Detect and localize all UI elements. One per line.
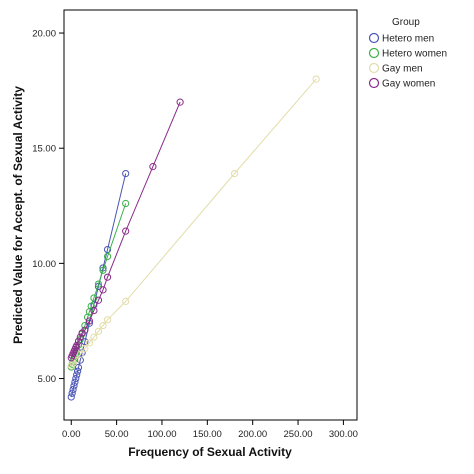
data-point: [74, 363, 83, 372]
data-point: [122, 169, 130, 178]
data-point: [85, 339, 93, 347]
data-point: [103, 273, 112, 281]
data-point: [81, 344, 89, 353]
series-line: [70, 101, 181, 358]
legend-label: Hetero men: [382, 34, 434, 45]
data-point: [103, 316, 112, 324]
data-point: [74, 337, 83, 345]
legend-label: Gay men: [382, 64, 423, 75]
data-point: [85, 317, 93, 325]
data-point: [81, 321, 89, 330]
x-tick-label: 150.00: [193, 429, 222, 440]
plot-area: [63, 9, 358, 421]
data-point: [103, 252, 112, 261]
legend-marker: [368, 77, 380, 89]
data-point: [90, 306, 98, 315]
data-point: [99, 321, 107, 330]
x-tick-label: 0.00: [62, 429, 81, 440]
data-point: [76, 350, 84, 358]
data-point: [90, 333, 98, 341]
data-point: [73, 371, 81, 379]
legend-marker: [368, 62, 380, 74]
series-line: [70, 78, 317, 367]
series-4: [67, 98, 184, 362]
data-point: [68, 389, 76, 397]
data-point: [99, 266, 107, 274]
data-point: [67, 362, 75, 370]
legend-title: Group: [392, 17, 420, 28]
y-axis: 5.00 10.00 15.00 20.00: [32, 29, 64, 385]
data-point: [72, 356, 80, 364]
data-point: [81, 326, 89, 334]
legend: Group Hetero men Hetero women Gay men Gay w…: [368, 17, 447, 90]
x-tick-label: 100.00: [147, 429, 176, 440]
data-point: [94, 327, 103, 335]
data-point: [230, 169, 239, 178]
data-point: [122, 199, 130, 208]
x-tick-label: 250.00: [284, 429, 313, 440]
series-layer: [67, 75, 320, 401]
data-point: [176, 98, 184, 106]
legend-label: Gay women: [382, 79, 435, 90]
y-axis-title: Predicted Value for Accept. of Sexual Ac…: [11, 86, 25, 344]
data-point: [94, 296, 103, 304]
y-tick-label: 15.00: [32, 144, 56, 155]
x-tick-label: 300.00: [329, 429, 358, 440]
data-point: [70, 382, 78, 390]
x-tick-label: 50.00: [105, 429, 129, 440]
legend-marker: [368, 32, 380, 44]
data-point: [69, 385, 77, 394]
data-point: [99, 286, 107, 294]
y-tick-label: 10.00: [32, 259, 56, 270]
data-point: [76, 333, 84, 341]
y-tick-label: 5.00: [38, 374, 57, 385]
data-point: [71, 378, 79, 386]
x-axis-title: Frequency of Sexual Activity: [128, 445, 292, 459]
data-point: [312, 75, 320, 83]
data-point: [149, 163, 157, 171]
legend-label: Hetero women: [382, 49, 447, 60]
data-point: [103, 245, 112, 254]
data-point: [122, 227, 130, 235]
data-point: [90, 294, 98, 302]
data-point: [67, 393, 75, 401]
data-point: [74, 367, 82, 375]
x-tick-label: 200.00: [238, 429, 267, 440]
x-axis: 0.00 50.00 100.00 150.00 200.00 250.00 300.00: [62, 420, 358, 440]
data-point: [73, 341, 81, 349]
series-3: [67, 75, 320, 370]
data-point: [94, 280, 103, 288]
data-point: [72, 374, 80, 383]
data-point: [122, 297, 130, 305]
y-tick-label: 20.00: [32, 29, 56, 40]
legend-marker: [368, 47, 380, 59]
